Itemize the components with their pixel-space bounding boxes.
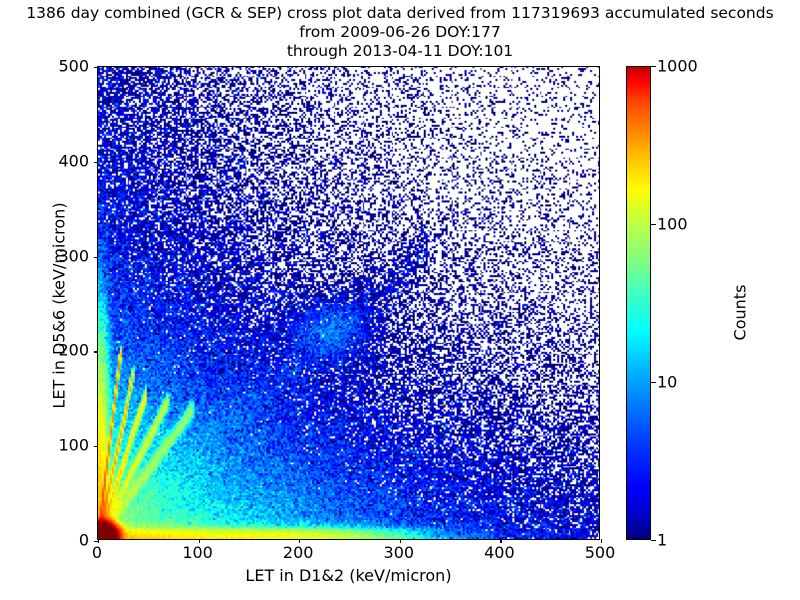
title-line-1: 1386 day combined (GCR & SEP) cross plot… bbox=[26, 4, 774, 22]
x-tick bbox=[601, 539, 603, 543]
x-tick-label: 200 bbox=[282, 543, 314, 562]
y-tick bbox=[94, 541, 98, 543]
x-tick bbox=[399, 539, 402, 543]
y-tick bbox=[94, 351, 98, 353]
colorbar-tick-label: 1 bbox=[657, 530, 668, 550]
colorbar-tick-label: 1000 bbox=[657, 56, 698, 76]
y-tick-label: 0 bbox=[78, 530, 89, 550]
x-tick bbox=[198, 539, 200, 543]
plot-axes bbox=[94, 66, 603, 543]
x-tick-label: 400 bbox=[484, 543, 515, 562]
x-tick bbox=[500, 539, 502, 543]
colorbar-tick bbox=[651, 66, 656, 68]
heatmap-data-layer bbox=[98, 67, 599, 539]
y-axis-label: LET in D5&6 (keV/micron) bbox=[49, 202, 69, 409]
y-tick bbox=[94, 67, 98, 69]
y-tick bbox=[94, 256, 98, 258]
x-tick-label: 300 bbox=[383, 543, 415, 562]
colorbar-label: Counts bbox=[730, 284, 750, 341]
colorbar-tick-label: 100 bbox=[657, 214, 688, 234]
colorbar-tick-label: 10 bbox=[657, 372, 678, 392]
colorbar-tick bbox=[651, 540, 656, 542]
title-line-2: from 2009-06-26 DOY:177 bbox=[299, 23, 501, 41]
x-tick-label: 0 bbox=[91, 543, 103, 562]
x-tick bbox=[98, 539, 100, 543]
x-tick bbox=[299, 539, 301, 543]
colorbar-tick bbox=[651, 224, 656, 226]
x-axis-label: LET in D1&2 (keV/micron) bbox=[245, 566, 452, 585]
y-tick bbox=[94, 161, 98, 164]
x-tick-label: 500 bbox=[584, 543, 616, 562]
colorbar-gradient bbox=[626, 66, 651, 540]
colorbar bbox=[626, 66, 656, 542]
y-tick bbox=[94, 446, 98, 448]
x-tick-label: 100 bbox=[182, 543, 213, 562]
title-line-3: through 2013-04-11 DOY:101 bbox=[286, 42, 514, 60]
colorbar-tick bbox=[651, 382, 656, 384]
